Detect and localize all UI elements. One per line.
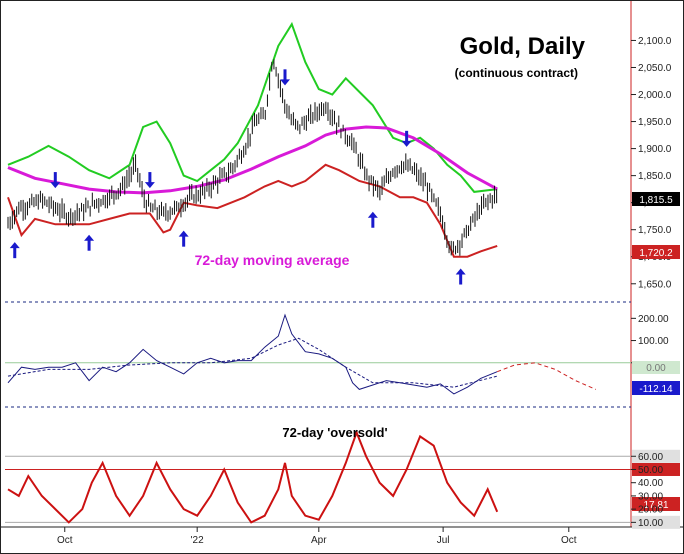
arrow-head [280, 79, 291, 86]
zero-label: 0.00 [646, 363, 666, 374]
zero-flag: 0.00 [632, 361, 680, 374]
momentum-tick-label: 100.00 [638, 336, 669, 347]
moving-average-line [7, 125, 498, 195]
arrow-head [144, 182, 155, 189]
lower-band-line [7, 163, 498, 258]
price-tick-label: 1,950.0 [638, 117, 672, 128]
momentum-value-flag: -112.14 [632, 381, 680, 395]
oscillator-tick-label: 40.00 [638, 478, 663, 489]
arrow-head [50, 182, 61, 189]
momentum-projection-line [497, 362, 596, 390]
oscillator-value-label: 17.81 [643, 500, 668, 511]
ma-annotation: 72-day moving average [195, 252, 350, 268]
price-tick-label: 2,000.0 [638, 90, 672, 101]
momentum-value-label: -112.14 [639, 384, 673, 395]
x-tick-label: '22 [191, 535, 204, 546]
price-panel: 2,100.0 2,050.0 2,000.0 1,950.0 1,900.0 1,850… [7, 21, 680, 290]
x-tick-label: Oct [57, 535, 73, 546]
oversold-annotation: 72-day 'oversold' [282, 425, 387, 440]
overbought-flag [632, 449, 680, 463]
momentum-tick-label: 200.00 [638, 314, 669, 325]
oscillator-value-flag: 17.81 [632, 497, 680, 511]
price-tick-label: 2,100.0 [638, 36, 672, 47]
arrow-head [455, 268, 466, 275]
down-arrow-icon [144, 172, 155, 189]
lower-band-flag: 1,720.2 [632, 245, 680, 259]
chart-title: Gold, Daily [460, 33, 586, 60]
arrow-head [178, 230, 189, 237]
x-tick-label: Apr [311, 535, 327, 546]
price-tick-label: 1,850.0 [638, 171, 672, 182]
price-tick-label: 1,900.0 [638, 144, 672, 155]
oscillator-tick-label: 20.00 [638, 505, 663, 516]
price-tick-label: 1,750.0 [638, 225, 672, 236]
oversold-flag [632, 515, 680, 529]
momentum-signal-line [7, 337, 498, 388]
oscillator-axis-ticks: 60.00 50.00 40.00 30.00 20.00 10.00 [631, 452, 663, 529]
price-bars [7, 59, 498, 256]
cycle-markers [9, 69, 466, 285]
momentum-line [7, 313, 498, 395]
x-tick-label: Jul [437, 535, 450, 546]
threshold-flag [632, 462, 680, 476]
x-tick-label: Oct [561, 535, 577, 546]
oscillator-panel: 72-day 'oversold' 17.81 60.00 50.00 40.00 3… [5, 425, 680, 529]
up-arrow-icon [84, 234, 95, 251]
down-arrow-icon [280, 69, 291, 86]
momentum-panel: 200.00 100.00 0.00 -112.14 [5, 313, 680, 395]
up-arrow-icon [455, 268, 466, 285]
arrow-head [9, 242, 20, 249]
price-tick-label: 2,050.0 [638, 63, 672, 74]
oscillator-tick-label: 50.00 [638, 465, 663, 476]
chart-subtitle: (continuous contract) [455, 66, 578, 80]
oscillator-tick-label: 10.00 [638, 518, 663, 529]
arrow-head [401, 140, 412, 147]
price-tick-label: 1,650.0 [638, 279, 672, 290]
oscillator-tick-label: 30.00 [638, 491, 663, 502]
x-axis: Oct '22 Apr Jul Oct [57, 527, 577, 546]
last-price-label: 1,815.5 [639, 195, 673, 206]
arrow-head [367, 211, 378, 218]
arrow-head [84, 234, 95, 241]
lower-band-label: 1,720.2 [639, 248, 673, 259]
last-price-flag: 1,815.5 [632, 192, 680, 206]
up-arrow-icon [9, 242, 20, 259]
down-arrow-icon [50, 172, 61, 189]
up-arrow-icon [178, 230, 189, 247]
upper-band-line [7, 21, 498, 193]
up-arrow-icon [367, 211, 378, 228]
down-arrow-icon [401, 130, 412, 147]
oscillator-line [7, 429, 499, 524]
oscillator-tick-label: 60.00 [638, 452, 663, 463]
